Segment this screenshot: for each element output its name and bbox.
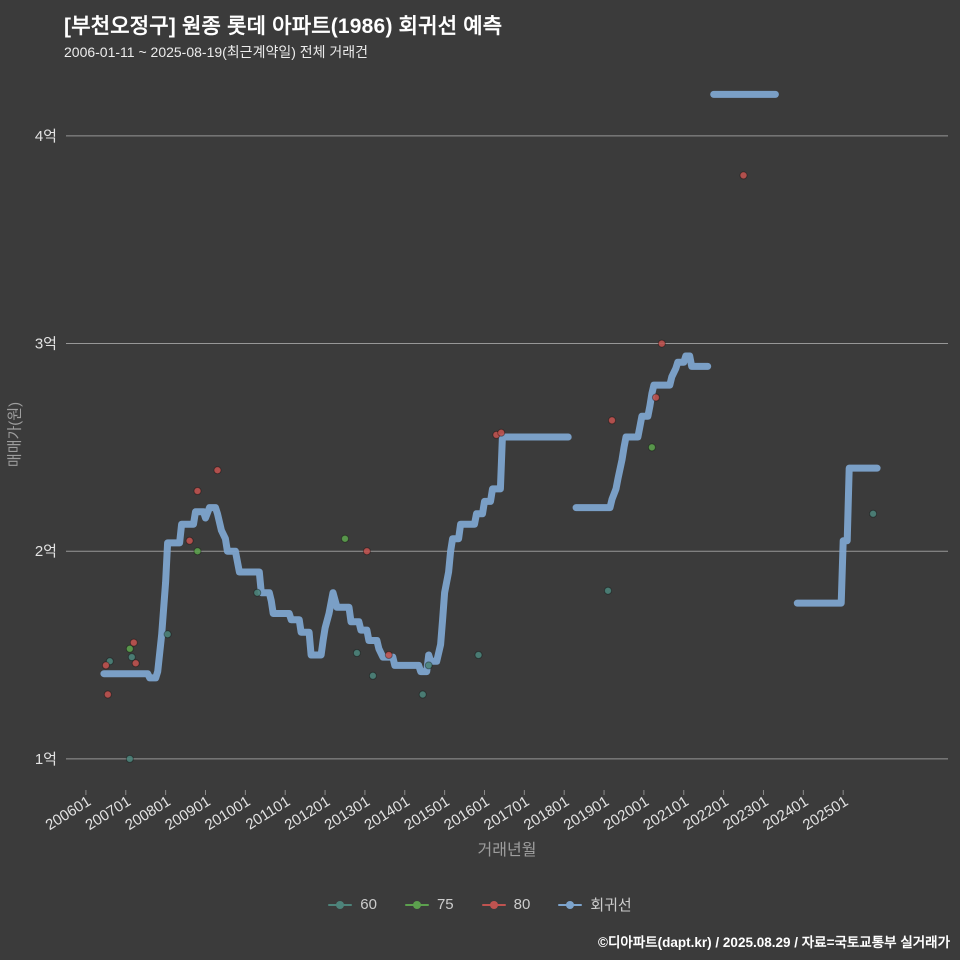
x-tick-label: 200801 (122, 793, 173, 834)
data-point-60[interactable] (418, 690, 427, 699)
data-point-80[interactable] (213, 466, 222, 475)
data-point-80[interactable] (103, 690, 112, 699)
data-point-80[interactable] (362, 547, 371, 556)
data-point-75[interactable] (193, 547, 202, 556)
x-tick-label: 201601 (441, 793, 492, 834)
data-point-80[interactable] (131, 659, 140, 668)
x-axis-title: 거래년월 (477, 842, 537, 859)
x-tick-label: 201401 (361, 793, 412, 834)
data-point-60[interactable] (125, 754, 134, 763)
data-point-60[interactable] (474, 651, 483, 659)
legend-item-80[interactable]: 80 (481, 896, 531, 913)
x-tick-label: 202001 (601, 793, 652, 834)
data-point-60[interactable] (869, 509, 878, 518)
footer-credit: ©디아파트(dapt.kr) / 2025.08.29 / 자료=국토교통부 실… (598, 935, 950, 950)
regression-line[interactable] (572, 352, 712, 512)
legend: 60 75 80 회귀선 (0, 894, 960, 915)
legend-marker-icon (481, 900, 506, 910)
y-tick-label: 1억 (35, 751, 57, 768)
data-point-60[interactable] (127, 653, 136, 662)
data-point-80[interactable] (651, 393, 660, 402)
page-subtitle: 2006-01-11 ~ 2025-08-19(최근계약일) 전체 거래건 (64, 44, 369, 60)
data-point-80[interactable] (129, 638, 138, 647)
legend-label: 60 (360, 896, 377, 913)
data-point-60[interactable] (163, 630, 172, 639)
x-tick-label: 201801 (521, 793, 572, 834)
x-tick-label: 201201 (282, 793, 333, 834)
x-tick-label: 202401 (760, 793, 811, 834)
y-tick-label: 4억 (35, 128, 57, 145)
x-tick-label: 201001 (202, 793, 253, 834)
page-title: [부천오정구] 원종 롯데 아파트(1986) 회귀선 예측 (64, 15, 503, 38)
x-tick-label: 201301 (322, 793, 373, 834)
legend-marker-icon (328, 900, 353, 910)
data-point-80[interactable] (739, 171, 748, 180)
x-tick-label: 201501 (401, 793, 452, 834)
data-point-75[interactable] (125, 644, 134, 653)
data-point-60[interactable] (253, 588, 262, 597)
legend-item-75[interactable]: 75 (404, 896, 454, 913)
data-point-80[interactable] (193, 487, 202, 495)
legend-marker-icon (404, 900, 429, 910)
x-tick-label: 202501 (800, 793, 851, 834)
legend-item-60[interactable]: 60 (328, 896, 377, 913)
data-point-80[interactable] (497, 428, 506, 437)
x-tick-label: 202201 (680, 793, 731, 834)
regression-line[interactable] (793, 464, 881, 607)
x-tick-label: 201701 (481, 793, 532, 834)
legend-label: 80 (513, 896, 531, 913)
regression-line[interactable] (100, 433, 572, 682)
data-point-60[interactable] (424, 661, 433, 670)
data-point-75[interactable] (341, 534, 349, 543)
x-tick-label: 202301 (720, 793, 771, 834)
y-tick-label: 2억 (35, 543, 57, 560)
x-tick-label: 200901 (162, 793, 213, 834)
data-point-60[interactable] (368, 671, 377, 680)
legend-item-회귀선[interactable]: 회귀선 (558, 894, 632, 915)
data-point-75[interactable] (647, 443, 656, 452)
data-point-60[interactable] (604, 586, 612, 595)
data-point-80[interactable] (657, 339, 666, 348)
data-point-80[interactable] (185, 536, 194, 545)
data-point-60[interactable] (352, 649, 361, 657)
y-axis-title: 매매가(원) (6, 401, 24, 468)
data-point-80[interactable] (384, 651, 393, 659)
y-tick-label: 3억 (35, 336, 57, 353)
x-tick-label: 202101 (640, 793, 691, 834)
x-tick-label: 201901 (561, 793, 612, 834)
legend-label: 회귀선 (590, 897, 632, 914)
legend-marker-icon (558, 900, 583, 910)
x-tick-label: 200701 (82, 793, 133, 834)
data-point-80[interactable] (608, 416, 616, 425)
data-point-80[interactable] (101, 661, 110, 670)
legend-label: 75 (436, 896, 454, 913)
x-tick-label: 200601 (43, 793, 94, 834)
